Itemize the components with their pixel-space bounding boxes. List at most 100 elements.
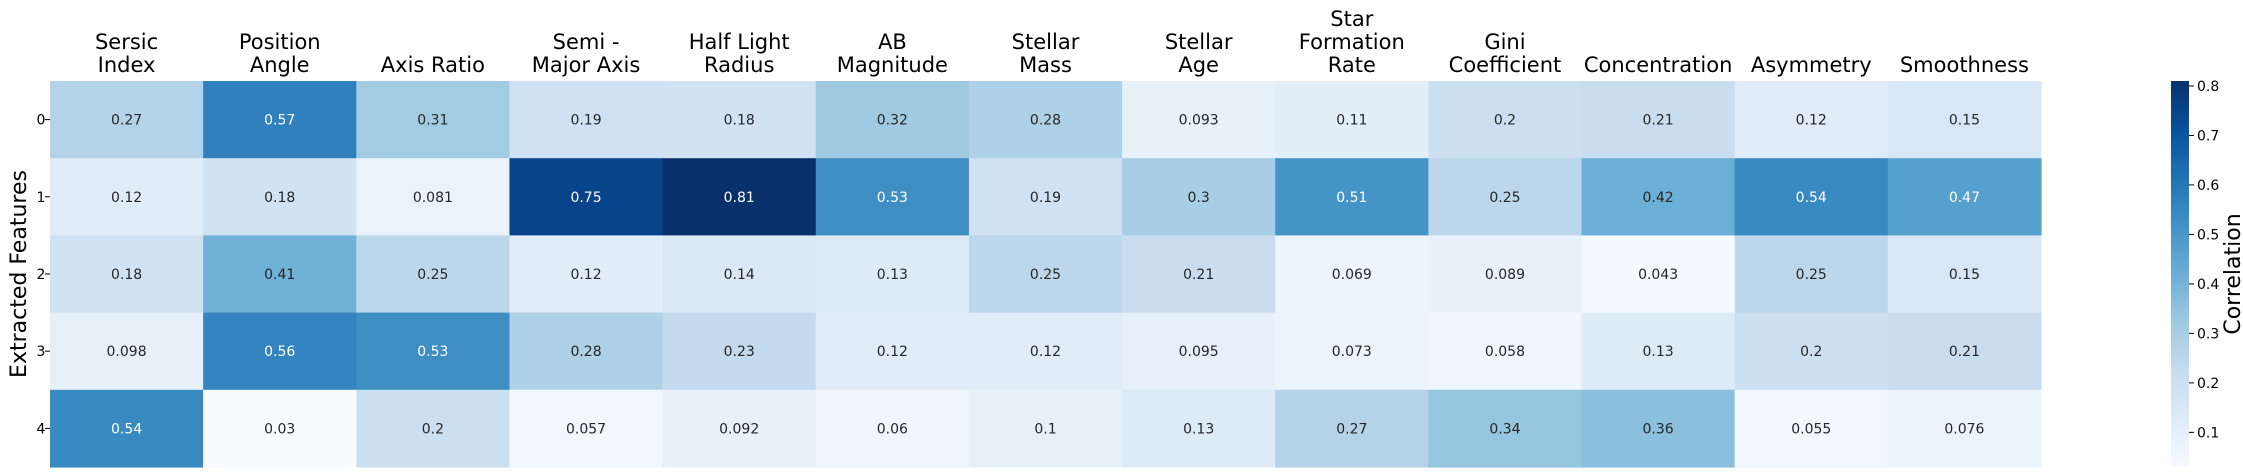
heatmap-cell bbox=[1275, 158, 1429, 236]
heatmap-cell bbox=[1734, 312, 1889, 391]
cell-value-label: 0.25 bbox=[1796, 267, 1827, 283]
heatmap-cell bbox=[1122, 158, 1276, 236]
heatmap-cell bbox=[1887, 312, 2042, 391]
column-label: Coefficient bbox=[1449, 53, 1562, 77]
heatmap-cell bbox=[968, 235, 1123, 314]
heatmap-cell bbox=[509, 158, 664, 236]
heatmap-cell bbox=[1122, 235, 1276, 314]
heatmap-cell bbox=[1275, 81, 1429, 159]
heatmap-cell bbox=[203, 81, 357, 159]
colorbar-tick-label: 0.6 bbox=[2197, 178, 2219, 194]
cell-value-label: 0.092 bbox=[719, 421, 759, 437]
heatmap-cell bbox=[509, 389, 664, 468]
colorbar-tick-label: 0.8 bbox=[2197, 79, 2219, 95]
cell-value-label: 0.57 bbox=[264, 113, 295, 129]
heatmap-cell bbox=[203, 235, 357, 314]
heatmap-cell bbox=[1887, 81, 2042, 159]
cell-value-label: 0.47 bbox=[1949, 190, 1980, 206]
column-label: AB bbox=[878, 30, 907, 54]
colorbar-tick-label: 0.4 bbox=[2197, 277, 2219, 293]
column-label: Half Light bbox=[689, 30, 790, 54]
column-label: Sersic bbox=[95, 30, 158, 54]
heatmap-cell bbox=[815, 235, 970, 314]
row-label: 2 bbox=[37, 267, 46, 283]
cell-value-label: 0.14 bbox=[724, 267, 755, 283]
cell-value-label: 0.12 bbox=[570, 267, 601, 283]
column-label: Angle bbox=[250, 53, 310, 77]
cell-value-label: 0.073 bbox=[1332, 344, 1372, 360]
colorbar bbox=[2171, 81, 2189, 467]
cell-value-label: 0.31 bbox=[417, 113, 448, 129]
cell-value-label: 0.03 bbox=[264, 421, 295, 437]
cell-value-label: 0.75 bbox=[570, 190, 601, 206]
column-label: Magnitude bbox=[837, 53, 948, 77]
cell-value-label: 0.15 bbox=[1949, 113, 1980, 129]
cell-value-label: 0.093 bbox=[1179, 113, 1219, 129]
colorbar-tick-label: 0.2 bbox=[2197, 376, 2219, 392]
y-axis-label: Extracted Features bbox=[7, 170, 32, 378]
heatmap-cell bbox=[509, 235, 664, 314]
heatmap-cell bbox=[662, 81, 817, 159]
heatmap-cell bbox=[968, 389, 1123, 468]
cell-value-label: 0.25 bbox=[1030, 267, 1061, 283]
cell-value-label: 0.069 bbox=[1332, 267, 1372, 283]
heatmap-cell bbox=[1734, 81, 1889, 159]
heatmap-cell bbox=[356, 389, 511, 468]
heatmap-cell bbox=[356, 158, 511, 236]
column-label: Smoothness bbox=[1900, 53, 2029, 77]
heatmap-cell bbox=[1428, 158, 1583, 236]
cell-value-label: 0.23 bbox=[724, 344, 755, 360]
heatmap-cell bbox=[662, 158, 817, 236]
colorbar-tick-label: 0.5 bbox=[2197, 227, 2219, 243]
heatmap-cell bbox=[815, 312, 970, 391]
heatmap-cell bbox=[662, 312, 817, 391]
heatmap-cell bbox=[203, 158, 357, 236]
column-label: Major Axis bbox=[532, 53, 641, 77]
heatmap-cell bbox=[1428, 389, 1583, 468]
column-label: Star bbox=[1330, 7, 1373, 31]
cell-value-label: 0.21 bbox=[1949, 344, 1980, 360]
heatmap-cell bbox=[50, 81, 204, 159]
column-label: Concentration bbox=[1584, 53, 1733, 77]
cell-value-label: 0.2 bbox=[1494, 113, 1516, 129]
cell-value-label: 0.3 bbox=[1188, 190, 1210, 206]
heatmap-cell bbox=[1275, 312, 1429, 391]
colorbar-tick-label: 0.1 bbox=[2197, 425, 2219, 441]
cell-value-label: 0.32 bbox=[877, 113, 908, 129]
column-label: Mass bbox=[1019, 53, 1072, 77]
column-label: Position bbox=[239, 30, 321, 54]
cell-value-label: 0.36 bbox=[1643, 421, 1674, 437]
heatmap-cell bbox=[1428, 81, 1583, 159]
colorbar-tick-label: 0.3 bbox=[2197, 326, 2219, 342]
heatmap-cell bbox=[356, 81, 511, 159]
cell-value-label: 0.18 bbox=[724, 113, 755, 129]
heatmap-cell bbox=[1428, 312, 1583, 391]
heatmap-cell bbox=[1581, 158, 1736, 236]
cell-value-label: 0.51 bbox=[1336, 190, 1367, 206]
heatmap-cell bbox=[1122, 81, 1276, 159]
cell-value-label: 0.28 bbox=[570, 344, 601, 360]
cell-value-label: 0.12 bbox=[1030, 344, 1061, 360]
heatmap-cell bbox=[1887, 389, 2042, 468]
heatmap-cell bbox=[50, 158, 204, 236]
cell-value-label: 0.18 bbox=[264, 190, 295, 206]
column-label: Formation bbox=[1299, 30, 1405, 54]
cell-value-label: 0.54 bbox=[111, 421, 142, 437]
cell-value-label: 0.41 bbox=[264, 267, 295, 283]
cell-value-label: 0.12 bbox=[877, 344, 908, 360]
cell-value-label: 0.1 bbox=[1034, 421, 1056, 437]
cell-value-label: 0.27 bbox=[1336, 421, 1367, 437]
heatmap-cell bbox=[50, 312, 204, 391]
column-label: Axis Ratio bbox=[381, 53, 485, 77]
cell-value-label: 0.043 bbox=[1638, 267, 1678, 283]
heatmap-cell bbox=[968, 158, 1123, 236]
colorbar-tick-label: 0.7 bbox=[2197, 128, 2219, 144]
heatmap-cell bbox=[815, 81, 970, 159]
cell-value-label: 0.25 bbox=[417, 267, 448, 283]
column-label: Gini bbox=[1484, 30, 1525, 54]
cell-value-label: 0.18 bbox=[111, 267, 142, 283]
heatmap-cell bbox=[1887, 158, 2042, 236]
heatmap-cell bbox=[1122, 389, 1276, 468]
